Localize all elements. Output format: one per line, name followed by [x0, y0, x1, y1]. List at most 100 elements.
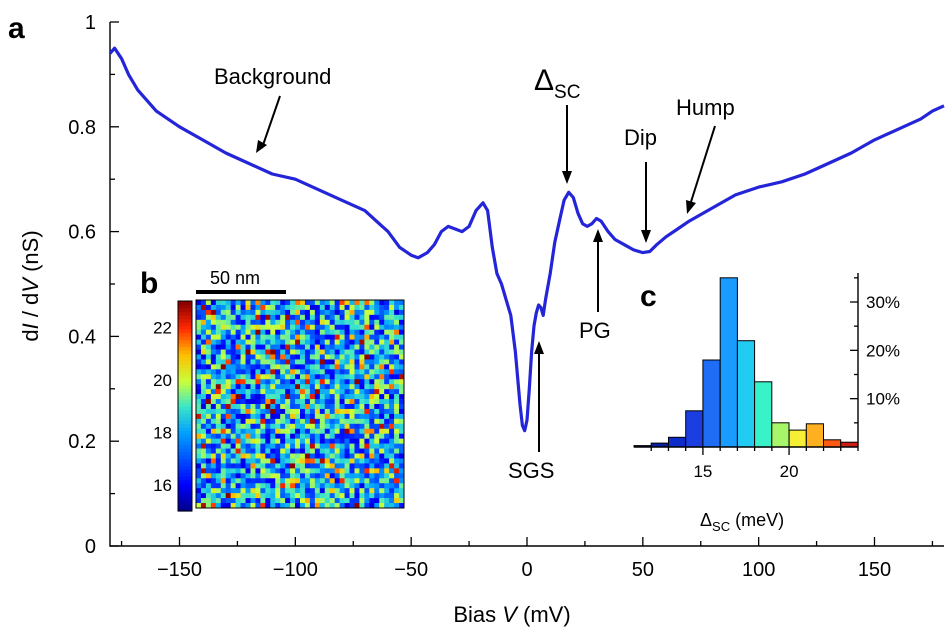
arrowhead-background	[256, 140, 267, 153]
heatmap-cell	[319, 423, 326, 430]
heatmap-cell	[364, 319, 370, 326]
heatmap-cell	[205, 418, 212, 425]
heatmap-cell	[359, 493, 365, 499]
heatmap-cell	[369, 418, 375, 425]
heatmap-cell	[270, 483, 276, 489]
heatmap-cell	[265, 453, 271, 459]
heatmap-cell	[210, 399, 217, 405]
heatmap-cell	[394, 379, 400, 385]
heatmap-cell	[225, 404, 231, 410]
heatmap-cell	[230, 483, 236, 489]
heatmap-cell	[230, 438, 236, 444]
heatmap-cell	[300, 493, 306, 499]
heatmap-cell	[295, 418, 301, 425]
heatmap-cell	[384, 408, 390, 415]
heatmap-cell	[275, 418, 281, 425]
x-tick-label: 100	[742, 559, 775, 581]
heatmap-cell	[225, 428, 231, 435]
heatmap-cell	[300, 503, 306, 509]
heatmap-cell	[265, 463, 271, 469]
heatmap-cell	[260, 404, 266, 410]
heatmap-cell	[369, 428, 375, 435]
heatmap-cell	[394, 453, 400, 459]
heatmap-cell	[314, 458, 321, 464]
heatmap-cell	[349, 314, 355, 321]
heatmap-cell	[319, 463, 326, 469]
heatmap-cell	[270, 458, 276, 464]
heatmap-cell	[205, 493, 212, 499]
heatmap-cell	[319, 503, 326, 509]
heatmap-cell	[300, 359, 306, 365]
heatmap-cell	[344, 334, 350, 340]
heatmap-cell	[369, 399, 375, 405]
heatmap-cell	[205, 458, 212, 464]
heatmap-cell	[230, 364, 236, 370]
heatmap-cell	[324, 379, 331, 385]
heatmap-cell	[349, 468, 355, 474]
heatmap-cell	[329, 324, 335, 331]
heatmap-cell	[399, 438, 405, 444]
heatmap-cell	[250, 329, 256, 335]
heatmap-cell	[245, 423, 251, 430]
heatmap-cell	[369, 478, 375, 484]
heatmap-cell	[280, 473, 286, 479]
heatmap-cell	[245, 478, 251, 484]
heatmap-cell	[324, 304, 331, 311]
heatmap-cell	[300, 448, 306, 454]
heatmap-cell	[369, 349, 375, 355]
heatmap-cell	[334, 448, 340, 454]
heatmap-cell	[265, 329, 271, 335]
heatmap-cell	[255, 300, 261, 306]
heatmap-cell	[285, 428, 291, 435]
colorbar-step	[178, 343, 192, 348]
heatmap-cell	[245, 493, 251, 499]
heatmap-cell	[255, 458, 261, 464]
heatmap-cell	[324, 384, 331, 390]
heatmap-cell	[205, 473, 212, 479]
heatmap-cell	[300, 478, 306, 484]
heatmap-cell	[374, 448, 380, 454]
heatmap-cell	[319, 468, 326, 474]
heatmap-cell	[245, 379, 251, 385]
heatmap-cell	[265, 300, 271, 306]
heatmap-cell	[280, 329, 286, 335]
heatmap-cell	[399, 394, 405, 400]
heatmap-cell	[225, 418, 231, 425]
heatmap-cell	[295, 349, 301, 355]
heatmap-cell	[319, 389, 326, 395]
heatmap-cell	[280, 498, 286, 504]
heatmap-cell	[290, 329, 296, 335]
colorbar-step	[178, 322, 192, 327]
heatmap-cell	[285, 448, 291, 454]
heatmap-cell	[230, 493, 236, 499]
heatmap-cell	[265, 399, 271, 405]
heatmap-cell	[290, 433, 296, 439]
heatmap-cell	[389, 399, 395, 405]
heatmap-cell	[324, 349, 331, 355]
heatmap-cell	[200, 478, 207, 484]
heatmap-cell	[280, 468, 286, 474]
colorbar-step	[178, 350, 192, 355]
heatmap-cell	[319, 433, 326, 439]
heatmap-cell	[334, 443, 340, 449]
heatmap-cell	[225, 344, 231, 350]
heatmap-cell	[200, 304, 207, 311]
heatmap-cell	[304, 448, 311, 454]
heatmap-cell	[270, 314, 276, 321]
heatmap-cell	[285, 374, 291, 380]
heatmap-cell	[374, 304, 380, 311]
heatmap-cell	[205, 359, 212, 365]
heatmap-cell	[364, 448, 370, 454]
heatmap-cell	[235, 344, 241, 350]
heatmap-cell	[275, 488, 281, 494]
heatmap-cell	[379, 369, 385, 375]
heatmap-cell	[240, 458, 246, 464]
heatmap-cell	[245, 319, 251, 326]
heatmap-cell	[374, 394, 380, 400]
heatmap-cell	[295, 413, 301, 420]
heatmap-cell	[359, 324, 365, 331]
heatmap-cell	[339, 463, 345, 469]
heatmap-cell	[314, 379, 321, 385]
heatmap-cell	[379, 488, 385, 494]
